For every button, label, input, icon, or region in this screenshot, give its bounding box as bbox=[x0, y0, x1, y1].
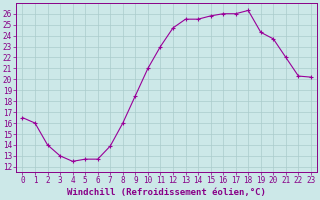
X-axis label: Windchill (Refroidissement éolien,°C): Windchill (Refroidissement éolien,°C) bbox=[67, 188, 266, 197]
